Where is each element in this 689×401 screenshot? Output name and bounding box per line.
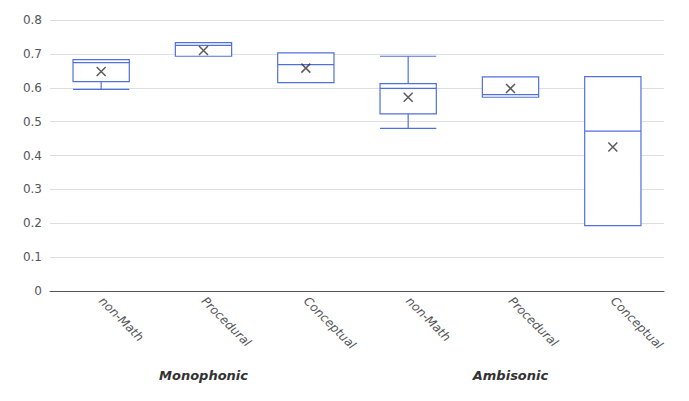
svg-text:Procedural: Procedural [199, 294, 255, 350]
svg-text:Ambisonic: Ambisonic [472, 368, 549, 383]
svg-text:0.7: 0.7 [23, 47, 42, 61]
svg-text:Procedural: Procedural [506, 294, 562, 350]
svg-text:Conceptual: Conceptual [608, 294, 666, 352]
svg-text:0.4: 0.4 [23, 149, 42, 163]
svg-text:Conceptual: Conceptual [301, 294, 359, 352]
svg-text:0.2: 0.2 [23, 216, 42, 230]
svg-text:non-Math: non-Math [403, 294, 453, 344]
svg-text:0.1: 0.1 [23, 250, 42, 264]
svg-text:0.3: 0.3 [23, 182, 42, 196]
svg-text:0.5: 0.5 [23, 115, 42, 129]
svg-text:0: 0 [34, 284, 42, 298]
svg-text:0.8: 0.8 [23, 13, 42, 27]
svg-text:0.6: 0.6 [23, 81, 42, 95]
svg-text:Monophonic: Monophonic [159, 368, 248, 383]
svg-text:non-Math: non-Math [96, 294, 146, 344]
